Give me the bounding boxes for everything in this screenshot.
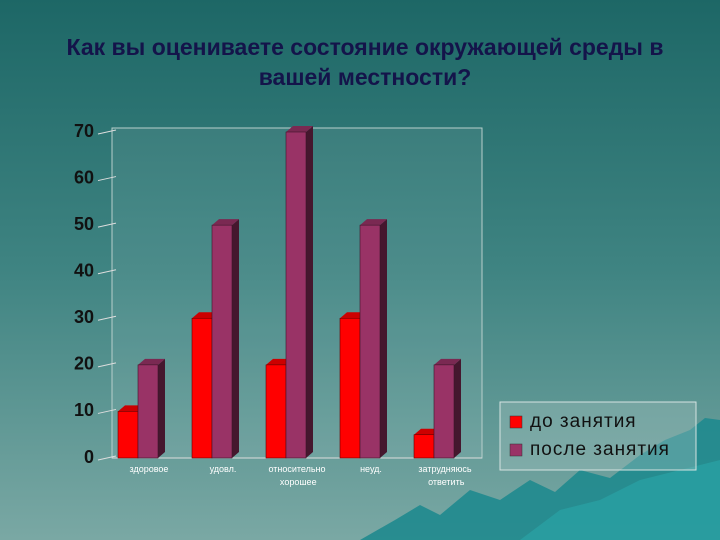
tick-mark [97, 408, 117, 414]
legend-box [499, 401, 697, 471]
legend-swatch [509, 415, 523, 429]
legend-label: после занятия [530, 439, 670, 460]
y-tick-label: 0 [84, 447, 94, 467]
bar [211, 224, 233, 459]
bar-top [212, 219, 239, 226]
bar [191, 317, 213, 459]
bar [137, 364, 159, 459]
bar-top [138, 358, 165, 365]
y-tick-label: 60 [74, 167, 94, 187]
tick-mark [97, 129, 117, 135]
y-tick-label: 20 [74, 354, 94, 374]
legend-swatch [509, 443, 523, 457]
x-tick-label: неуд. [360, 464, 382, 474]
tick-mark [97, 176, 117, 182]
x-tick-label: удовл. [210, 464, 237, 474]
bar-top [360, 219, 387, 226]
bar [339, 317, 361, 459]
bar [285, 131, 307, 459]
tick-mark [97, 222, 117, 228]
y-tick-label: 40 [74, 260, 94, 280]
bar [359, 224, 381, 459]
x-tick-label: относительно хорошее [268, 464, 325, 487]
y-tick-label: 50 [74, 214, 94, 234]
y-tick-label: 30 [74, 307, 94, 327]
bar-side [232, 219, 239, 458]
y-tick-label: 70 [74, 121, 94, 141]
bar-top [434, 358, 461, 365]
mountains-shade [520, 460, 720, 540]
bar [413, 434, 435, 459]
bar-side [158, 358, 165, 458]
bar-side [306, 126, 313, 458]
x-tick-label: здоровое [130, 464, 169, 474]
legend-label: до занятия [530, 411, 637, 432]
tick-mark [97, 315, 117, 321]
bar-side [454, 358, 461, 458]
x-tick-label: затрудняюсь ответить [418, 464, 472, 487]
chart-title: Как вы оцениваете состояние окружающей с… [66, 34, 664, 90]
bar [117, 411, 139, 459]
bar [265, 364, 287, 459]
bar [433, 364, 455, 459]
tick-mark [97, 455, 117, 461]
tick-mark [97, 269, 117, 275]
tick-mark [97, 362, 117, 368]
bar-top [286, 126, 313, 132]
bar-side [380, 219, 387, 458]
y-tick-label: 10 [74, 400, 94, 420]
